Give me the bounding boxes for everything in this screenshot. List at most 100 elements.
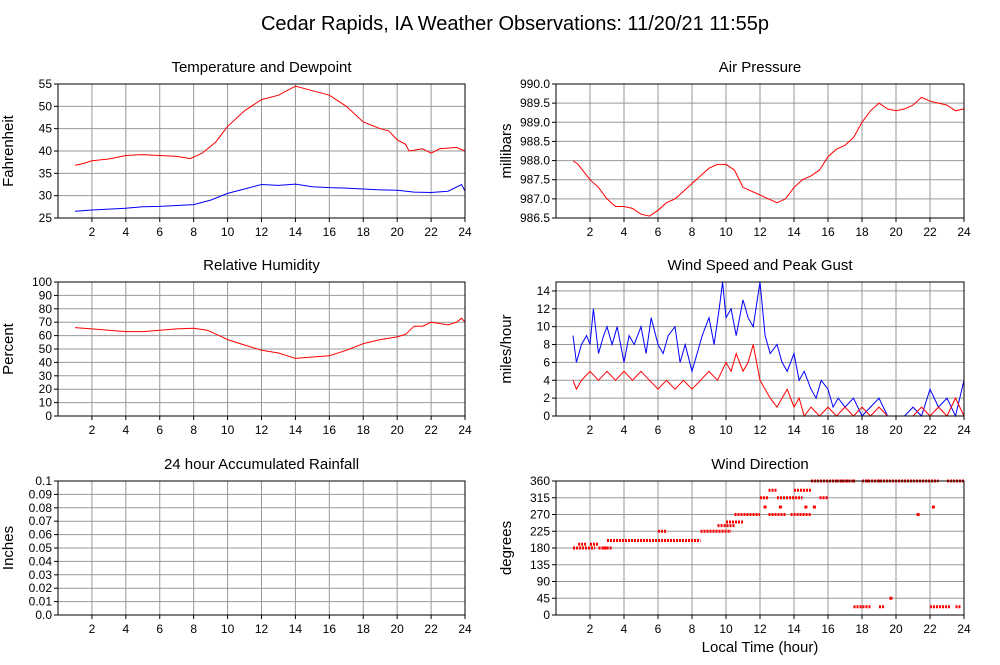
rain-y-axis-label: Inches (0, 526, 17, 570)
wind-x-tick-label: 20 (889, 423, 903, 437)
direction-y-tick-label: 315 (530, 491, 550, 505)
page-title: Cedar Rapids, IA Weather Observations: 1… (261, 13, 769, 35)
pressure-y-axis-label: millibars (498, 123, 515, 178)
direction-point (931, 505, 935, 509)
humidity-chart: 2 4 6 8 10 12 14 16 18 20 22 2401020304050607080901… (0, 257, 472, 437)
direction-x-tick-label: 16 (821, 622, 835, 636)
temp-series-1-line (74, 183, 466, 212)
rain-x-tick-label: 10 (221, 622, 235, 636)
rain-x-tick-label: 16 (323, 622, 337, 636)
direction-point (916, 513, 920, 516)
direction-chart: 2 4 6 8 10 12 14 16 18 20 22 2404590135180225270315… (498, 456, 971, 636)
pressure-x-tick-label: 2 (587, 225, 594, 239)
temp-y-tick-label: 45 (39, 122, 53, 136)
pressure-x-tick-label: 20 (889, 225, 903, 239)
x-axis-label: Local Time (hour) (702, 639, 819, 656)
direction-x-tick-label: 20 (889, 622, 903, 636)
wind-x-tick-label: 2 (587, 423, 594, 437)
temp-x-tick-label: 4 (122, 225, 129, 239)
humidity-y-tick-label: 0 (45, 409, 52, 423)
pressure-x-tick-label: 12 (753, 225, 767, 239)
direction-point (778, 505, 782, 509)
wind-x-tick-label: 12 (753, 423, 767, 437)
wind-x-tick-label: 6 (655, 423, 662, 437)
wind-y-tick-label: 4 (543, 373, 550, 387)
humidity-x-tick-label: 4 (122, 423, 129, 437)
humidity-y-tick-label: 70 (39, 315, 53, 329)
wind-series-1-line (572, 344, 965, 418)
pressure-x-tick-label: 6 (655, 225, 662, 239)
temp-x-tick-label: 8 (190, 225, 197, 239)
direction-point (804, 505, 808, 509)
wind-y-tick-label: 0 (543, 409, 550, 423)
humidity-x-tick-label: 20 (390, 423, 404, 437)
rain-y-tick-label: 0.07 (29, 514, 53, 528)
rain-x-tick-label: 22 (424, 622, 438, 636)
humidity-x-tick-label: 16 (323, 423, 337, 437)
rain-y-tick-label: 0.08 (29, 501, 53, 515)
humidity-series-0-line (74, 317, 466, 359)
temp-y-tick-label: 35 (39, 166, 53, 180)
direction-y-tick-label: 90 (537, 575, 551, 589)
pressure-y-tick-label: 987.5 (520, 173, 550, 187)
pressure-x-tick-label: 24 (957, 225, 971, 239)
direction-y-tick-label: 270 (530, 508, 550, 522)
direction-y-tick-label: 0 (543, 608, 550, 622)
rain-y-tick-label: 0.1 (35, 474, 52, 488)
pressure-x-tick-label: 22 (923, 225, 937, 239)
pressure-y-tick-label: 989.0 (520, 115, 550, 129)
wind-y-tick-label: 14 (537, 284, 551, 298)
humidity-x-tick-label: 10 (221, 423, 235, 437)
rain-chart: 2 4 6 8 10 12 14 16 18 20 22 240.00.010.020.030.040… (0, 456, 472, 636)
temp-y-tick-label: 40 (39, 144, 53, 158)
humidity-x-tick-label: 22 (424, 423, 438, 437)
humidity-y-tick-label: 30 (39, 369, 53, 383)
humidity-x-tick-label: 24 (458, 423, 472, 437)
direction-x-tick-label: 22 (923, 622, 937, 636)
humidity-y-tick-label: 90 (39, 288, 53, 302)
humidity-y-tick-label: 40 (39, 355, 53, 369)
wind-x-tick-label: 24 (957, 423, 971, 437)
direction-y-axis-label: degrees (498, 521, 515, 575)
direction-x-tick-label: 12 (753, 622, 767, 636)
rain-x-tick-label: 20 (390, 622, 404, 636)
pressure-y-tick-label: 988.5 (520, 134, 550, 148)
rain-x-tick-label: 12 (255, 622, 269, 636)
direction-x-tick-label: 24 (957, 622, 971, 636)
pressure-x-tick-label: 14 (787, 225, 801, 239)
wind-y-tick-label: 6 (543, 355, 550, 369)
rain-y-tick-label: 0.09 (29, 487, 53, 501)
temp-x-tick-label: 16 (323, 225, 337, 239)
direction-point (763, 505, 767, 509)
temp-x-tick-label: 18 (357, 225, 371, 239)
temp-x-tick-label: 22 (424, 225, 438, 239)
temp-y-tick-label: 30 (39, 189, 53, 203)
wind-x-tick-label: 10 (719, 423, 733, 437)
rain-chart-title: 24 hour Accumulated Rainfall (164, 456, 359, 473)
humidity-y-tick-label: 20 (39, 382, 53, 396)
direction-x-tick-label: 2 (587, 622, 594, 636)
rain-x-tick-label: 2 (89, 622, 96, 636)
temp-x-tick-label: 24 (458, 225, 472, 239)
rain-x-tick-label: 14 (289, 622, 303, 636)
direction-x-tick-label: 6 (655, 622, 662, 636)
pressure-x-tick-label: 4 (621, 225, 628, 239)
humidity-x-tick-label: 12 (255, 423, 269, 437)
direction-x-tick-label: 4 (621, 622, 628, 636)
rain-y-tick-label: 0.05 (29, 541, 53, 555)
pressure-y-tick-label: 988.0 (520, 154, 550, 168)
pressure-chart: 2 4 6 8 10 12 14 16 18 20 22 24986.5987.0987.5988.0… (498, 59, 971, 239)
wind-x-tick-label: 4 (621, 423, 628, 437)
pressure-x-tick-label: 18 (855, 225, 869, 239)
rain-y-tick-label: 0.03 (29, 568, 53, 582)
humidity-x-tick-label: 8 (190, 423, 197, 437)
temp-x-tick-label: 6 (156, 225, 163, 239)
direction-x-tick-label: 8 (689, 622, 696, 636)
rain-x-tick-label: 18 (357, 622, 371, 636)
pressure-series-0-line (572, 96, 965, 217)
humidity-y-tick-label: 80 (39, 302, 53, 316)
rain-y-tick-label: 0.01 (29, 595, 53, 609)
